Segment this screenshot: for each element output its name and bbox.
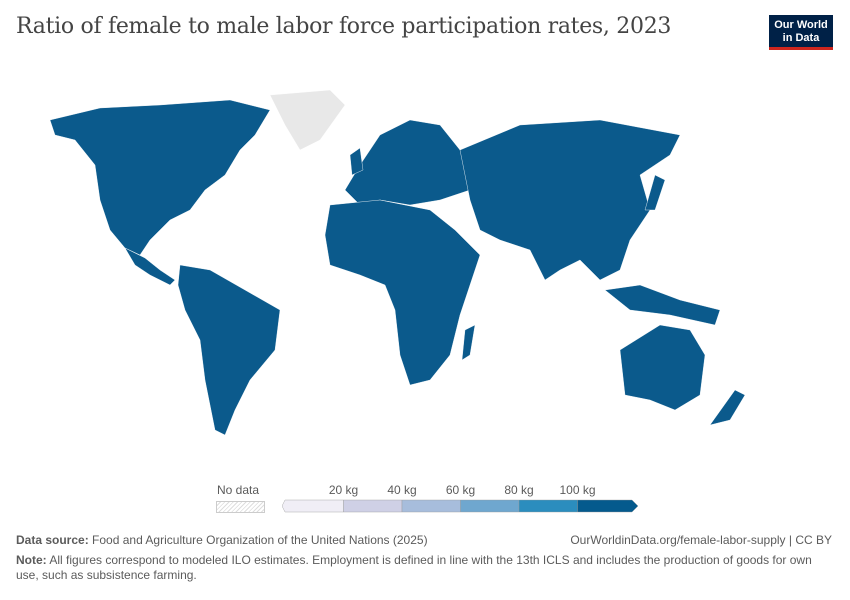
region-australia[interactable] (619, 324, 706, 411)
legend-bin-5[interactable] (577, 499, 639, 513)
source-label: Data source: (16, 533, 89, 547)
region-north-america[interactable] (49, 99, 271, 256)
legend-bin-1[interactable] (343, 499, 403, 513)
data-source: Data source: Food and Agriculture Organi… (16, 533, 428, 547)
legend-bin-4[interactable] (518, 499, 578, 513)
region-greenland[interactable] (269, 89, 346, 151)
legend-tick: 100 kg (559, 483, 596, 497)
source-url[interactable]: OurWorldinData.org/female-labor-supply |… (570, 533, 832, 547)
legend-tick: 40 kg (387, 483, 417, 497)
world-map (49, 89, 746, 436)
note-label: Note: (16, 553, 47, 567)
legend-tick: 60 kg (445, 483, 476, 497)
region-new-zealand[interactable] (709, 389, 746, 426)
region-japan[interactable] (644, 174, 666, 211)
region-madagascar[interactable] (461, 324, 476, 361)
note: Note: All figures correspond to modeled … (16, 553, 831, 583)
region-africa[interactable] (324, 199, 481, 386)
region-uk[interactable] (349, 147, 364, 176)
legend-no-data-swatch (216, 501, 265, 513)
legend-bin-0[interactable] (282, 499, 344, 513)
legend-bin-2[interactable] (401, 499, 461, 513)
logo-line2: in Data (782, 32, 820, 44)
region-indonesia[interactable] (604, 284, 721, 326)
region-asia[interactable] (459, 119, 681, 281)
logo-line1: Our World (774, 19, 828, 31)
legend-bin-3[interactable] (460, 499, 520, 513)
chart-title: Ratio of female to male labor force part… (16, 14, 672, 39)
legend-tick: 20 kg (328, 483, 359, 497)
source-text: Food and Agriculture Organization of the… (92, 533, 428, 547)
legend-tick: 80 kg (504, 483, 534, 497)
region-europe[interactable] (344, 119, 481, 206)
region-south-america[interactable] (177, 264, 281, 436)
legend-color-scale (282, 499, 638, 513)
legend-no-data-label: No data (217, 483, 260, 497)
note-text: All figures correspond to modeled ILO es… (16, 553, 812, 582)
owid-logo[interactable]: Our World in Data (769, 15, 833, 50)
region-central-america[interactable] (124, 247, 176, 286)
